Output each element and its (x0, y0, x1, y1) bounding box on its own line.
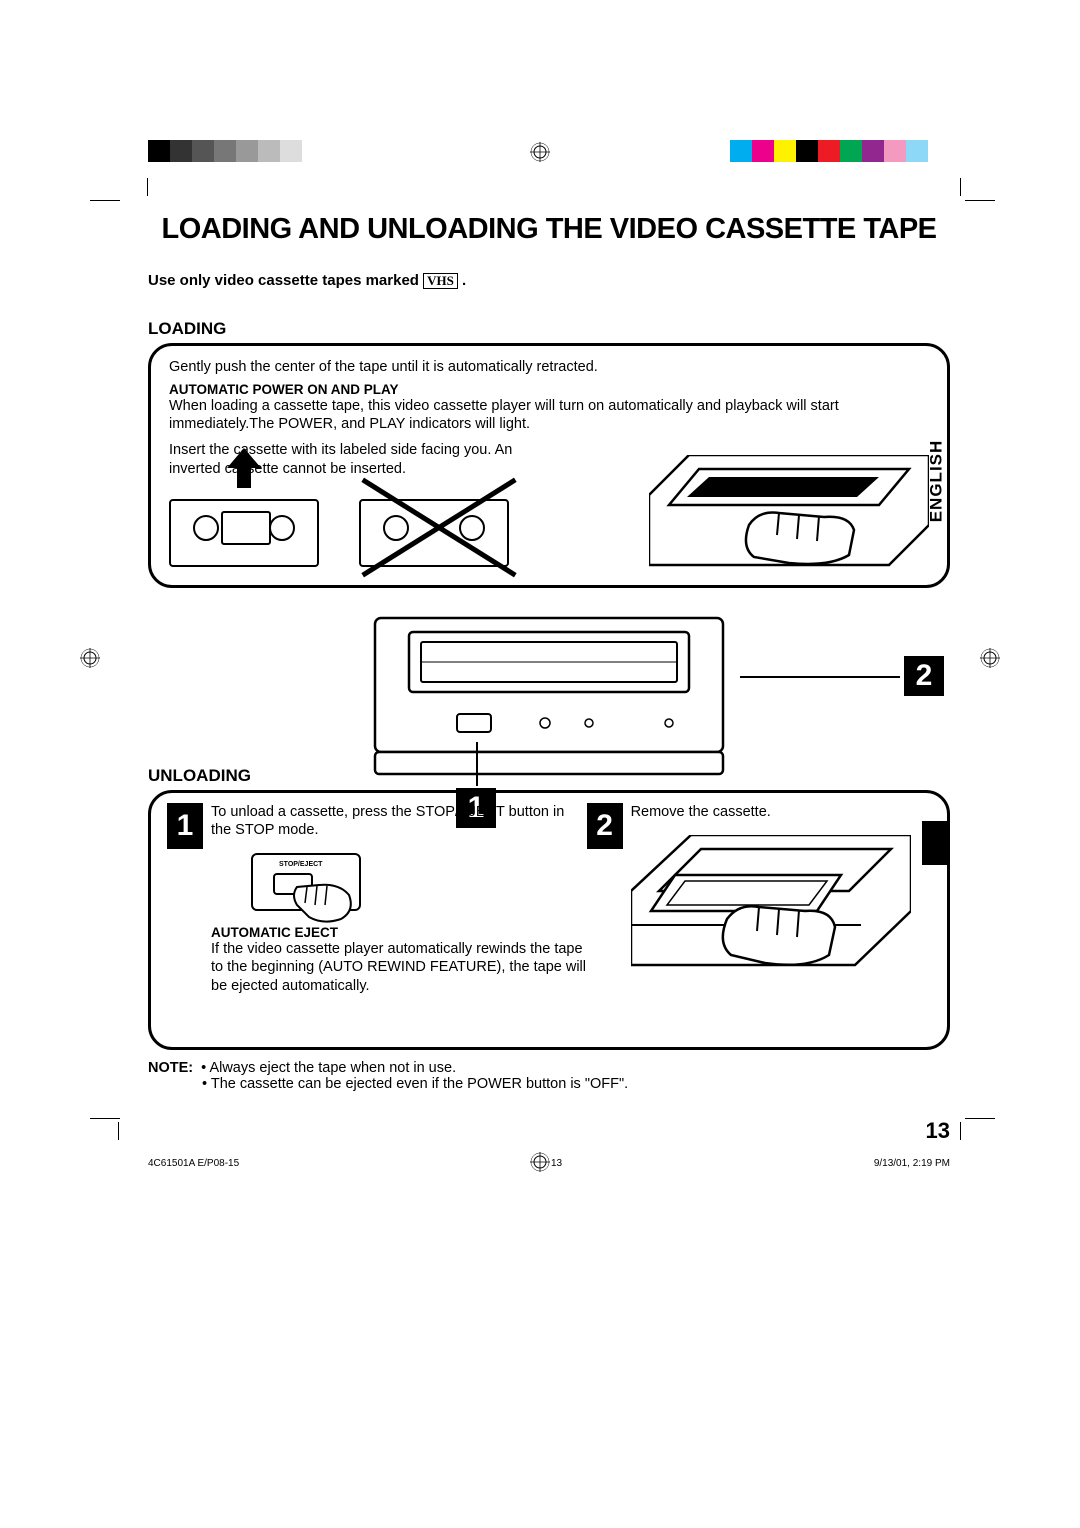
crop-mark-icon (965, 1118, 995, 1119)
crop-mark-icon (90, 1118, 120, 1119)
step-1-text: To unload a cassette, press the STOP/EJE… (211, 803, 587, 839)
loading-heading: LOADING (148, 319, 950, 339)
language-tab: ENGLISH (922, 428, 950, 533)
note-label: NOTE: (148, 1060, 193, 1076)
vhs-logo-icon: VHS (423, 273, 458, 289)
page-number: 13 (148, 1118, 950, 1144)
vcr-eject-illustration (631, 835, 931, 990)
callout-2: 2 (904, 656, 944, 696)
arrow-up-icon (227, 448, 261, 493)
loading-subhead: AUTOMATIC POWER ON AND PLAY (169, 382, 929, 397)
cassette-correct-icon (169, 499, 319, 567)
loading-box: Gently push the center of the tape until… (148, 343, 950, 588)
auto-eject-body: If the video cassette player automatical… (211, 940, 587, 994)
crop-mark-icon (960, 1122, 961, 1140)
intro-line: Use only video cassette tapes marked VHS… (148, 272, 950, 289)
note-line-1: NOTE: • Always eject the tape when not i… (148, 1060, 950, 1076)
step-2-text: Remove the cassette. (631, 803, 931, 821)
stop-eject-label: STOP/EJECT (279, 861, 322, 868)
page-title: LOADING AND UNLOADING THE VIDEO CASSETTE… (148, 213, 950, 246)
footer-doc-id: 4C61501A E/P08-15 (148, 1158, 239, 1169)
auto-eject-subhead: AUTOMATIC EJECT (211, 925, 587, 940)
note-1: • Always eject the tape when not in use. (201, 1060, 456, 1076)
intro-suffix: . (462, 272, 466, 289)
side-index-marker (922, 821, 950, 865)
print-footer: 4C61501A E/P08-15 13 9/13/01, 2:19 PM (148, 1158, 950, 1169)
vcr-insert-illustration (649, 455, 929, 575)
hand-press-icon (289, 881, 359, 925)
registration-mark-icon (980, 648, 1000, 668)
intro-prefix: Use only video cassette tapes marked (148, 272, 423, 289)
language-label: ENGLISH (926, 439, 946, 522)
crop-mark-icon (118, 178, 148, 196)
note-line-2: • The cassette can be ejected even if th… (148, 1076, 950, 1092)
crop-mark-icon (965, 200, 995, 201)
stop-eject-button-illustration: STOP/EJECT (251, 853, 361, 911)
registration-mark-icon (80, 648, 100, 668)
cross-out-icon (361, 483, 517, 573)
vcr-front-illustration (369, 612, 729, 782)
callout-line (476, 742, 478, 786)
step-1-number: 1 (167, 803, 203, 849)
loading-line1: Gently push the center of the tape until… (169, 358, 929, 376)
unloading-box: 1 To unload a cassette, press the STOP/E… (148, 790, 950, 1050)
crop-mark-icon (118, 1122, 119, 1140)
loading-body: When loading a cassette tape, this video… (169, 397, 929, 433)
crop-mark-icon (90, 200, 120, 201)
footer-page: 13 (551, 1158, 562, 1169)
callout-line (740, 676, 900, 678)
footer-timestamp: 9/13/01, 2:19 PM (874, 1158, 950, 1169)
step-2-number: 2 (587, 803, 623, 849)
crop-mark-icon (960, 178, 961, 196)
